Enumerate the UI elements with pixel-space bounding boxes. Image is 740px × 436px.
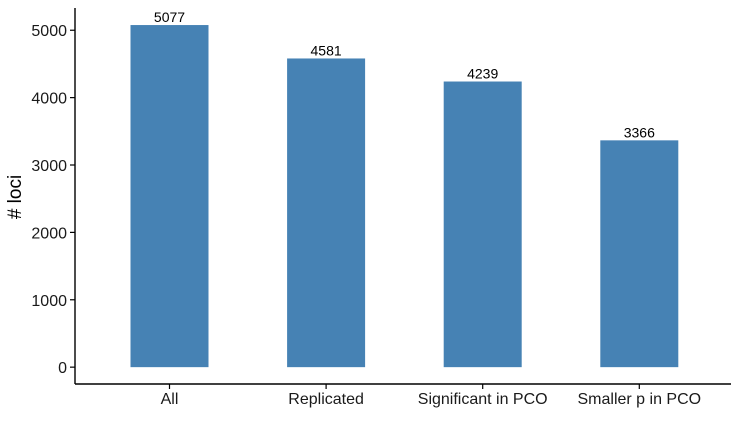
y-tick-label: 1000 — [31, 293, 67, 310]
data-labels-group: 5077 4581 4239 3366 — [154, 9, 655, 140]
bar — [443, 81, 522, 368]
x-tick-label: Significant in PCO — [418, 391, 548, 408]
x-tick-label: Replicated — [288, 391, 364, 408]
y-tick-label: 4000 — [31, 91, 67, 108]
y-tick-label: 5000 — [31, 23, 67, 40]
bar-value-label: 4581 — [311, 42, 342, 58]
y-tick-label: 0 — [58, 360, 67, 377]
bars-group — [130, 25, 679, 368]
x-axis: All Replicated Significant in PCO Smaller p… — [75, 383, 731, 408]
y-axis: 0 1000 2000 3000 4000 5000 — [31, 8, 76, 384]
bar-value-label: 3366 — [624, 124, 655, 140]
x-tick-label: Smaller p in PCO — [578, 391, 702, 408]
bar — [130, 25, 209, 368]
x-tick-label: All — [161, 391, 179, 408]
bar — [287, 58, 366, 368]
y-axis-title: # loci — [5, 175, 26, 219]
y-tick-label: 3000 — [31, 158, 67, 175]
bar — [600, 140, 679, 368]
bar-value-label: 5077 — [154, 9, 185, 25]
y-tick-label: 2000 — [31, 225, 67, 242]
bar-value-label: 4239 — [467, 66, 498, 82]
